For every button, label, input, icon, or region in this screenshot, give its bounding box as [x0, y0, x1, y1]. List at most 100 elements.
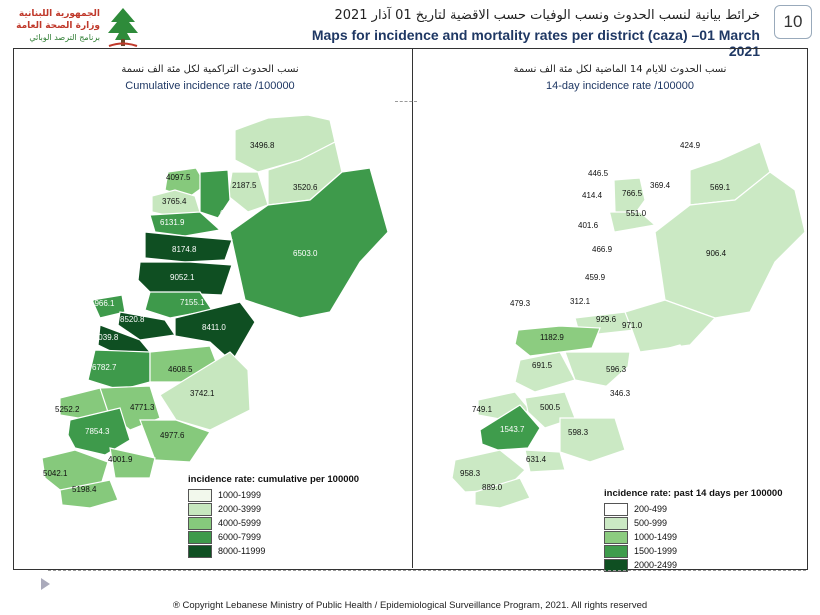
district-value-label: 598.3: [568, 428, 589, 437]
legend-label: 200-499: [634, 504, 668, 514]
district-value-label: 766.5: [622, 189, 643, 198]
legend-label: 2000-3999: [218, 504, 262, 514]
district-area: [109, 447, 156, 479]
district-value-label: 6131.9: [160, 218, 185, 227]
logo-text: الجمهورية اللبنانية وزارة الصحة العامة ب…: [8, 8, 100, 44]
district-value-label: 369.4: [650, 181, 671, 190]
district-area: [577, 167, 619, 199]
legend-swatch: [188, 502, 212, 516]
legend-row: 2000-3999: [188, 502, 359, 516]
legend-label: 6000-7999: [218, 532, 262, 542]
district-value-label: 414.4: [582, 191, 603, 200]
district-value-label: 596.3: [606, 365, 627, 374]
district-value-label: 958.3: [460, 469, 481, 478]
logo-line-2: وزارة الصحة العامة: [16, 21, 100, 31]
left-title-arabic: نسب الحدوث التراكمية لكل مئة الف نسمة: [121, 64, 299, 75]
district-area: [557, 235, 656, 263]
legend-row: 1000-1499: [604, 530, 783, 544]
district-area: [613, 177, 646, 219]
district-value-label: 6299.7: [220, 209, 245, 218]
logo-line-3: برنامج الترصد الوبائي: [29, 33, 100, 42]
legend-row: 200-499: [604, 502, 783, 516]
district-value-label: 8174.8: [172, 245, 197, 254]
district-value-label: 5042.1: [43, 469, 68, 478]
district-area: [139, 419, 211, 463]
district-value-label: 459.9: [585, 273, 606, 282]
logo-line-1: الجمهورية اللبنانية: [18, 9, 100, 19]
legend-swatch: [188, 488, 212, 502]
district-value-label: 749.1: [472, 405, 493, 414]
district-value-label: 551.0: [626, 209, 647, 218]
district-value-label: 11039.8: [90, 333, 119, 342]
legend-label: 1500-1999: [634, 546, 678, 556]
legend-label: 500-999: [634, 518, 668, 528]
district-value-label: 6503.0: [293, 249, 318, 258]
maps-frame: [13, 48, 808, 570]
district-area: [514, 325, 601, 357]
legend-swatch: [188, 544, 212, 558]
district-value-label: 1543.7: [500, 425, 525, 434]
legend-swatch: [604, 544, 628, 558]
district-value-label: 479.3: [510, 299, 531, 308]
legend-swatch: [188, 530, 212, 544]
legend-row: 6000-7999: [188, 530, 359, 544]
district-value-label: 906.4: [706, 249, 727, 258]
district-area: [67, 407, 131, 456]
district-value-label: 312.1: [570, 297, 591, 306]
district-value-label: 2187.5: [232, 181, 257, 190]
district-value-label: 7155.1: [180, 298, 205, 307]
page-title-english: Maps for incidence and mortality rates p…: [311, 27, 760, 59]
legend-swatch: [604, 502, 628, 516]
district-value-label: 5252.2: [55, 405, 80, 414]
cedar-icon: [108, 8, 138, 47]
dashed-rule-bottom: [48, 570, 806, 571]
right-title-english: 14-day incidence rate /100000: [546, 80, 694, 92]
district-area: [559, 417, 626, 463]
district-value-label: 4771.3: [130, 403, 155, 412]
district-area: [474, 477, 531, 509]
fourteen-day-incidence-map: 424.9 446.5 369.4 569.1 414.4 766.5 551.0 401.6…: [451, 114, 806, 509]
ministry-logo: الجمهورية اللبنانية وزارة الصحة العامة ب…: [8, 6, 143, 48]
district-area: [144, 231, 233, 263]
left-title-english: Cumulative incidence rate /100000: [125, 80, 295, 92]
district-value-label: 691.5: [532, 361, 553, 370]
legend-row: 2000-2499: [604, 558, 783, 572]
district-area: [117, 311, 177, 341]
district-area: [514, 351, 576, 393]
district-value-label: 4097.5: [166, 173, 191, 182]
copyright-footer: ® Copyright Lebanese Ministry of Public …: [172, 600, 648, 611]
play-arrow-icon: [41, 578, 50, 590]
district-area: [199, 169, 231, 219]
cumulative-incidence-map: 3496.8 2187.5 4097.5 3520.6 3765.4 6299.7 6131…: [41, 114, 389, 509]
district-value-label: 4977.6: [160, 431, 185, 440]
district-area: [91, 294, 126, 319]
district-area: [227, 171, 269, 213]
right-title-arabic: نسب الحدوث للايام 14 الماضية لكل مئة الف…: [513, 64, 727, 75]
dashed-rule-top: [395, 101, 417, 102]
district-area: [524, 449, 566, 473]
legend-label: 4000-5999: [218, 518, 262, 528]
legend-row: 1000-1999: [188, 488, 359, 502]
legend-row: 500-999: [604, 516, 783, 530]
district-value-label: 3496.8: [250, 141, 275, 150]
district-value-label: 889.0: [482, 483, 503, 492]
district-value-label: 466.9: [592, 245, 613, 254]
district-value-label: 4608.5: [168, 365, 193, 374]
district-area: [509, 295, 545, 319]
legend-row: 1500-1999: [604, 544, 783, 558]
district-value-label: 500.5: [540, 403, 561, 412]
district-value-label: 424.9: [680, 141, 701, 150]
legend-label: 1000-1499: [634, 532, 678, 542]
right-legend-title: incidence rate: past 14 days per 100000: [604, 488, 783, 499]
district-area: [149, 211, 222, 237]
left-legend-title: incidence rate: cumulative per 100000: [188, 474, 360, 485]
district-area: [479, 404, 541, 451]
district-value-label: 4001.9: [108, 455, 133, 464]
district-value-label: 346.3: [610, 389, 631, 398]
district-value-label: 971.0: [622, 321, 643, 330]
district-area: [59, 479, 119, 509]
district-area: [137, 261, 233, 296]
legend-swatch: [604, 516, 628, 530]
district-area: [564, 213, 616, 239]
